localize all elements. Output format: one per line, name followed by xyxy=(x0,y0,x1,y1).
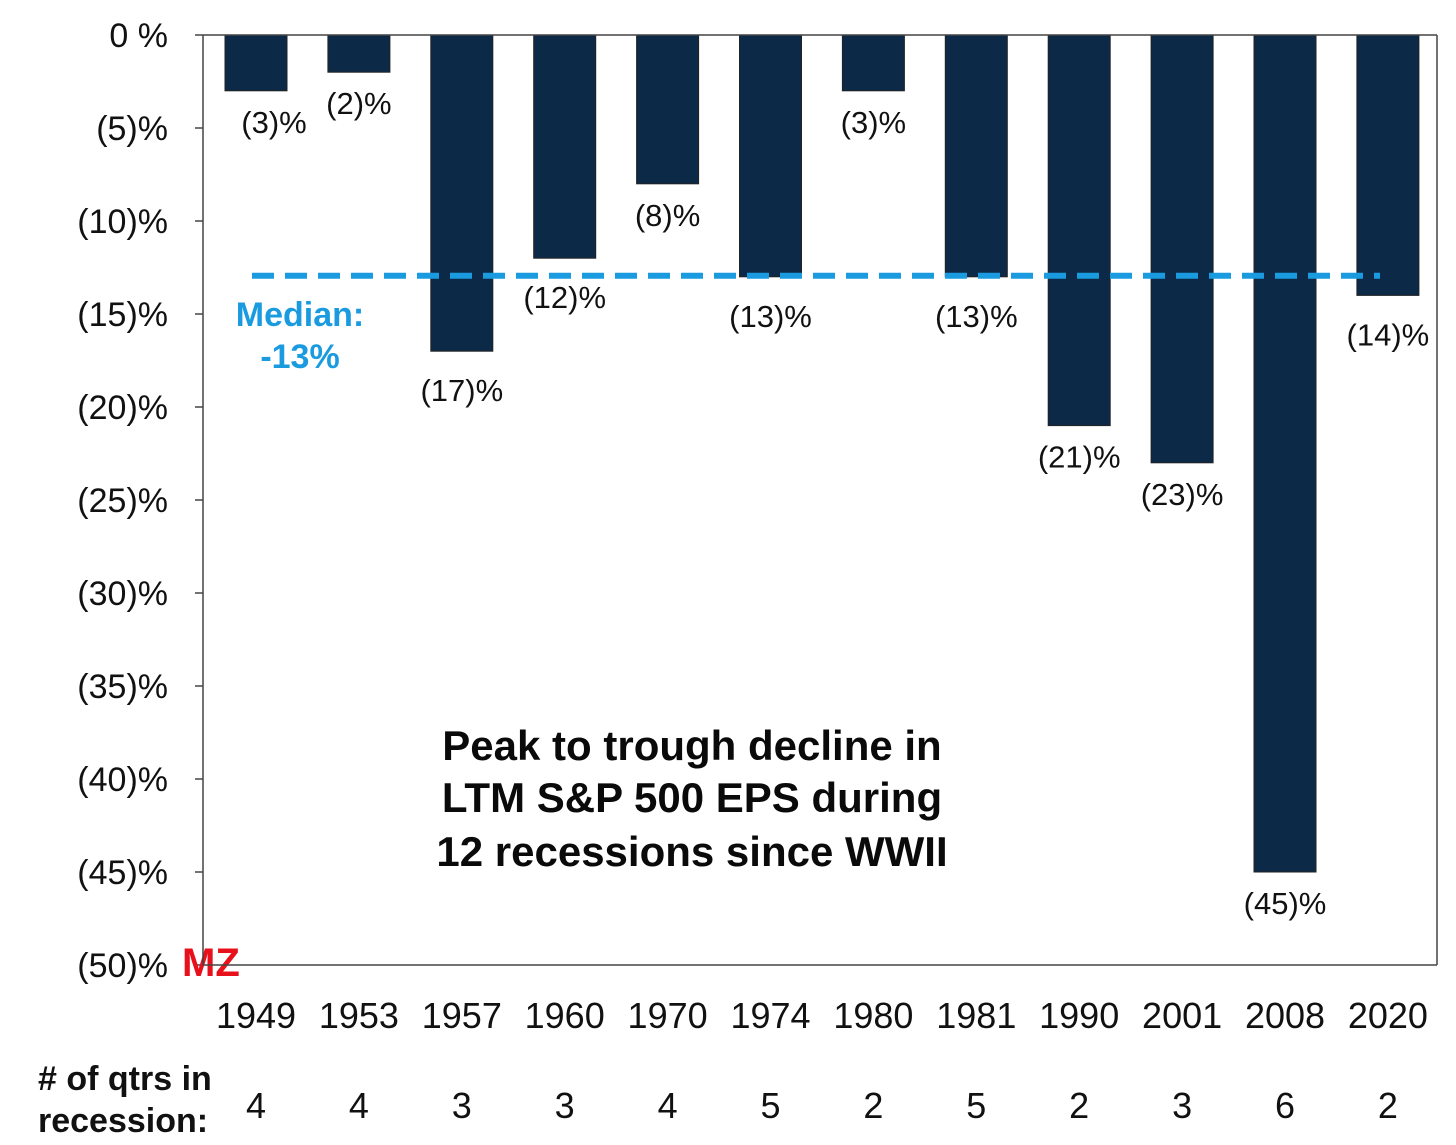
x-tick-label: 1949 xyxy=(216,995,296,1036)
chart-title-line3: 12 recessions since WWII xyxy=(436,828,947,875)
data-label: (3)% xyxy=(241,105,306,140)
chart-title-line1: Peak to trough decline in xyxy=(442,722,941,769)
x-tick-label: 1980 xyxy=(833,995,913,1036)
y-tick-label: (30)% xyxy=(77,575,168,613)
x-tick-label: 1990 xyxy=(1039,995,1119,1036)
data-label: (2)% xyxy=(326,86,391,121)
bar-2001 xyxy=(1150,34,1214,464)
qtrs-label-line2: recession: xyxy=(38,1102,208,1140)
x-tick-label: 1957 xyxy=(422,995,502,1036)
y-tick-label: (50)% xyxy=(77,947,168,985)
x-tick-label: 2001 xyxy=(1142,995,1222,1036)
data-label: (13)% xyxy=(935,299,1018,334)
qtrs-value: 2 xyxy=(1378,1085,1398,1126)
data-label: (21)% xyxy=(1038,440,1121,475)
data-label: (14)% xyxy=(1347,317,1430,352)
qtrs-value: 3 xyxy=(452,1085,472,1126)
bar-1981 xyxy=(944,34,1008,278)
x-tick-label: 1974 xyxy=(730,995,810,1036)
bar-1970 xyxy=(636,34,700,185)
data-label: (8)% xyxy=(635,198,700,233)
y-tick-label: (40)% xyxy=(77,761,168,799)
bar-1957 xyxy=(430,34,494,352)
y-tick-label: (20)% xyxy=(77,389,168,427)
qtrs-value: 5 xyxy=(760,1085,780,1126)
qtrs-value: 2 xyxy=(1069,1085,1089,1126)
qtrs-value: 2 xyxy=(863,1085,883,1126)
x-tick-label: 1960 xyxy=(525,995,605,1036)
bar-1974 xyxy=(739,34,802,278)
median-label-line2: -13% xyxy=(260,338,339,376)
y-tick-label: (10)% xyxy=(77,203,168,241)
qtrs-value: 3 xyxy=(1172,1085,1192,1126)
bar-1990 xyxy=(1047,34,1111,427)
bar-2008 xyxy=(1253,34,1317,873)
y-tick-label: 0 % xyxy=(109,17,168,55)
data-label: (45)% xyxy=(1244,886,1327,921)
qtrs-value: 6 xyxy=(1275,1085,1295,1126)
bar-1949 xyxy=(224,34,288,92)
median-label-line1: Median: xyxy=(236,296,364,334)
mz-watermark: MZ xyxy=(182,941,240,985)
x-tick-label: 2020 xyxy=(1348,995,1428,1036)
data-label: (3)% xyxy=(841,105,906,140)
qtrs-value: 4 xyxy=(246,1085,266,1126)
bar-1980 xyxy=(841,34,905,92)
y-tick-label: (15)% xyxy=(77,296,168,334)
x-tick-label: 2008 xyxy=(1245,995,1325,1036)
qtrs-value: 4 xyxy=(349,1085,369,1126)
bar-1953 xyxy=(327,34,391,73)
y-tick-label: (35)% xyxy=(77,668,168,706)
x-tick-label: 1953 xyxy=(319,995,399,1036)
data-label: (12)% xyxy=(523,280,606,315)
data-label: (13)% xyxy=(729,299,812,334)
y-tick-label: (25)% xyxy=(77,482,168,520)
y-tick-label: (5)% xyxy=(96,110,168,148)
y-tick-label: (45)% xyxy=(77,854,168,892)
bar-2020 xyxy=(1356,34,1420,296)
qtrs-value: 4 xyxy=(658,1085,678,1126)
qtrs-label-line1: # of qtrs in xyxy=(38,1060,212,1098)
qtrs-value: 5 xyxy=(966,1085,986,1126)
chart-title-line2: LTM S&P 500 EPS during xyxy=(442,774,942,821)
x-tick-label: 1981 xyxy=(936,995,1016,1036)
bar-1960 xyxy=(533,34,597,259)
data-label: (23)% xyxy=(1141,477,1224,512)
x-tick-label: 1970 xyxy=(628,995,708,1036)
qtrs-value: 3 xyxy=(555,1085,575,1126)
data-label: (17)% xyxy=(420,373,503,408)
